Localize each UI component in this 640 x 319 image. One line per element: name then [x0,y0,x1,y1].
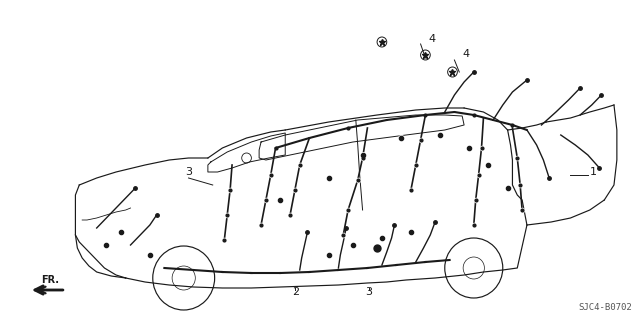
Text: 4: 4 [428,34,435,44]
Text: SJC4-B0702: SJC4-B0702 [578,303,632,312]
Text: 3: 3 [186,167,193,177]
Text: 2: 2 [292,287,299,297]
Text: 1: 1 [590,167,596,177]
Text: FR.: FR. [41,275,60,285]
Text: 4: 4 [462,49,469,59]
Text: 3: 3 [365,287,372,297]
